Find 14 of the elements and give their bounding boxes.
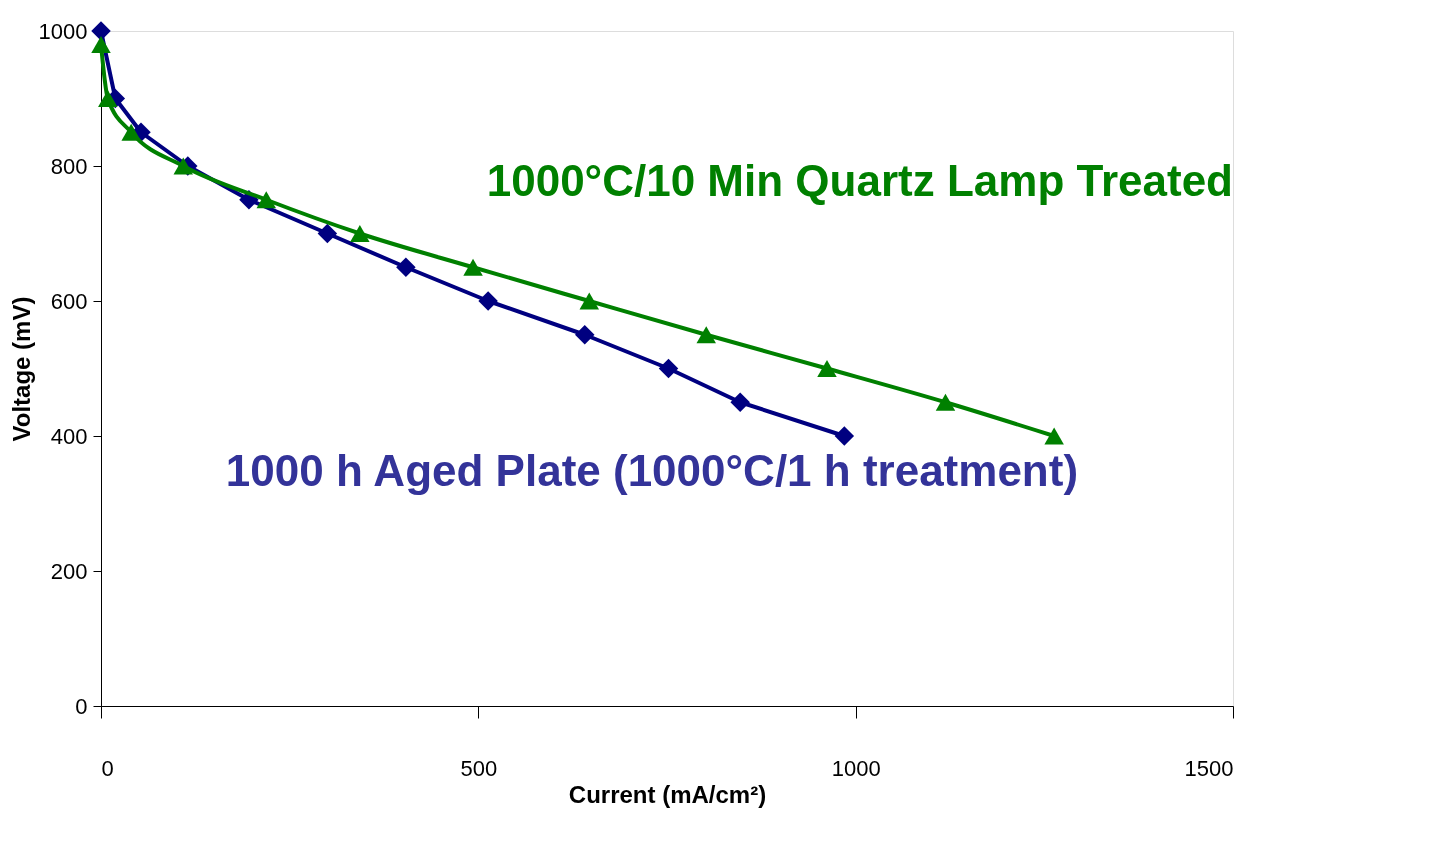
y-axis-title: Voltage (mV) xyxy=(7,296,35,442)
x-tick-label: 1500 xyxy=(1184,755,1234,781)
x-axis-title: Current (mA/cm²) xyxy=(568,780,767,808)
x-tick-label: 0 xyxy=(101,755,114,781)
series-label: 1000°C/10 Min Quartz Lamp Treated xyxy=(486,155,1233,205)
text: 1000 h Aged Plate (1000°C/1 h treatment) xyxy=(225,446,1079,496)
y-tick-label: 600 xyxy=(50,288,88,314)
y-tick-label: 200 xyxy=(50,558,88,584)
y-tick-label: 1000 xyxy=(38,18,88,44)
x-tick-label: 1000 xyxy=(831,755,881,781)
x-tick-label: 500 xyxy=(460,755,498,781)
y-tick-label: 400 xyxy=(50,423,88,449)
y-tick-label: 0 xyxy=(75,693,88,719)
y-tick-label: 800 xyxy=(50,153,88,179)
